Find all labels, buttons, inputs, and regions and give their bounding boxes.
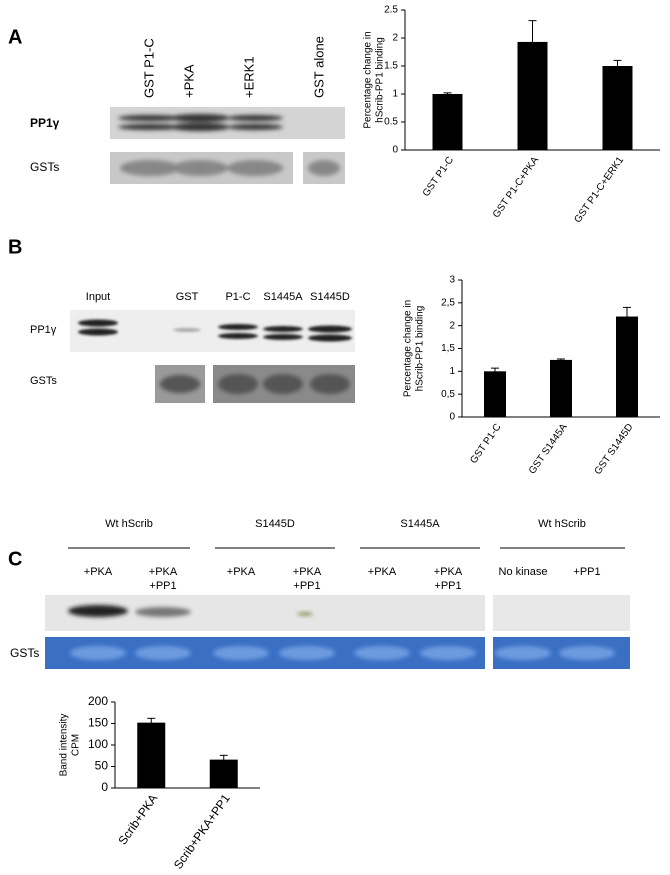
- lane-label: +PKA: [181, 64, 196, 98]
- bar: [484, 371, 506, 417]
- lane-label: GST P1-C: [141, 38, 156, 98]
- lane-label: +PKA: [434, 566, 463, 578]
- row-label: GSTs: [30, 375, 57, 387]
- lane-label: GST alone: [311, 36, 326, 98]
- y-tick-label: 0: [392, 145, 398, 156]
- row-label: PP1γ: [30, 324, 57, 336]
- group-label: S1445D: [255, 518, 295, 530]
- y-tick-label: 2: [449, 320, 455, 331]
- lane-label: +PP1: [434, 580, 461, 592]
- y-tick-label: 1,5: [441, 343, 455, 354]
- y-axis-label: hScrib-PP1 binding: [375, 37, 386, 123]
- y-axis-label: CPM: [71, 734, 82, 756]
- y-tick-label: 0.5: [384, 117, 398, 128]
- x-tick-label: GST P1-C+PKA: [491, 155, 541, 220]
- y-axis-label: hScrib-PP1 binding: [415, 306, 426, 392]
- x-tick-label: GST P1-C: [421, 155, 456, 199]
- y-axis-label: Percentage change in: [403, 300, 414, 397]
- lane-label: No kinase: [499, 566, 548, 578]
- y-tick-label: 0: [101, 780, 108, 794]
- lane-label: +PKA: [84, 566, 113, 578]
- gel-c: [45, 547, 630, 669]
- y-axis-label: Band intensity: [59, 714, 70, 777]
- row-label: PP1γ: [30, 116, 60, 130]
- row-label: GSTs: [10, 646, 39, 660]
- x-tick-label: GST P1-C+ERK1: [572, 155, 626, 225]
- lane-label: S1445D: [310, 291, 350, 303]
- lane-label: Input: [86, 291, 110, 303]
- y-tick-label: 50: [95, 759, 109, 773]
- lane-label: +PKA: [293, 566, 322, 578]
- y-tick-label: 2.5: [384, 5, 398, 16]
- y-tick-label: 3: [449, 275, 455, 286]
- lane-label: +ERK1: [241, 56, 256, 98]
- group-label: Wt hScrib: [538, 518, 586, 530]
- y-tick-label: 1.5: [384, 61, 398, 72]
- gel-a: [110, 107, 345, 184]
- x-tick-label: Scrib+PKA+PP1: [171, 791, 233, 871]
- bar: [432, 94, 463, 150]
- y-tick-label: 2,5: [441, 297, 455, 308]
- bar: [550, 359, 572, 417]
- bar: [616, 316, 638, 417]
- x-tick-label: GST P1-C: [468, 422, 503, 466]
- x-tick-label: Scrib+PKA: [115, 792, 160, 848]
- lane-label: +PP1: [293, 580, 320, 592]
- y-tick-label: 0,5: [441, 389, 455, 400]
- panel-label: C: [8, 548, 22, 570]
- lane-label: GST: [176, 291, 199, 303]
- x-tick-label: GST S1445D: [593, 422, 636, 477]
- lane-label: +PP1: [149, 580, 176, 592]
- x-tick-label: GST S1445A: [527, 422, 570, 477]
- bar: [602, 66, 633, 150]
- group-label: Wt hScrib: [105, 518, 153, 530]
- lane-label: +PKA: [227, 566, 256, 578]
- y-tick-label: 1: [392, 89, 398, 100]
- y-tick-label: 0: [449, 412, 455, 423]
- lane-label: P1-C: [225, 291, 250, 303]
- lane-label: +PKA: [368, 566, 397, 578]
- y-tick-label: 2: [392, 33, 398, 44]
- gel-b: [70, 310, 355, 403]
- group-label: S1445A: [400, 518, 440, 530]
- y-tick-label: 150: [88, 716, 108, 730]
- panel-label: A: [8, 26, 22, 48]
- lane-label: +PP1: [573, 566, 600, 578]
- row-label: GSTs: [30, 160, 59, 174]
- y-tick-label: 100: [88, 737, 108, 751]
- panel-label: B: [8, 236, 22, 258]
- y-tick-label: 200: [88, 694, 108, 708]
- bar: [209, 759, 238, 788]
- y-axis-label: Percentage change in: [363, 31, 374, 128]
- bar: [137, 722, 166, 788]
- lane-label: +PKA: [149, 566, 178, 578]
- lane-label: S1445A: [263, 291, 303, 303]
- y-tick-label: 1: [449, 366, 455, 377]
